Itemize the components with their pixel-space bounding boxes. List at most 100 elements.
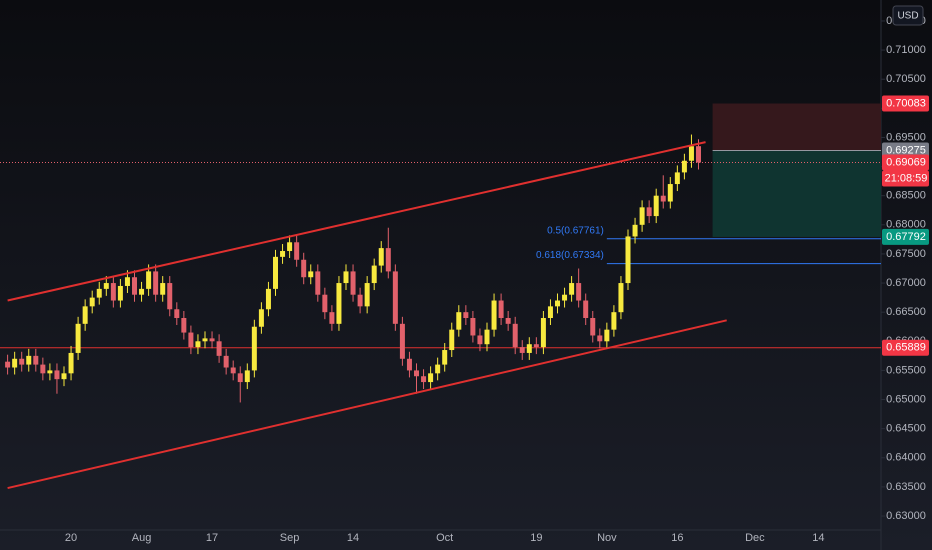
trend-line [7, 319, 727, 490]
candle-body [315, 271, 321, 295]
candle-body [569, 283, 575, 295]
y-tick-label: 0.65500 [886, 364, 926, 376]
candle-body [371, 265, 377, 284]
candle-body [82, 306, 88, 324]
candle-body [117, 285, 123, 301]
currency-label: USD [897, 11, 918, 22]
trend-line [7, 141, 706, 302]
candle-body [674, 172, 680, 185]
candle-body [265, 288, 271, 310]
currency-button[interactable] [892, 5, 924, 26]
candle-body [625, 236, 631, 284]
price-label: 0.69069 [886, 156, 926, 168]
candle-body [449, 329, 455, 351]
candle-body [604, 329, 610, 342]
candle-body [463, 312, 469, 318]
price-label: 0.65889 [886, 342, 926, 354]
candle-body [681, 160, 687, 173]
candle-body [75, 323, 81, 353]
y-tick-label: 0.71000 [886, 44, 926, 56]
candle-body [576, 283, 582, 301]
candle-body [639, 207, 645, 225]
candle-body [181, 318, 187, 333]
candle-body [667, 184, 673, 202]
fib-label: 0.5(0.67761) [547, 225, 604, 236]
candle-body [653, 195, 659, 217]
candle-body [251, 326, 257, 371]
candle-body [322, 294, 328, 313]
price-label-box [882, 154, 929, 171]
candle-body [555, 300, 560, 307]
candle-body [160, 283, 166, 295]
candle-body [329, 312, 335, 324]
candle-body [540, 318, 546, 348]
candle-body [350, 271, 356, 295]
candle-body [562, 294, 568, 301]
candle-body [512, 323, 518, 348]
price-label: 0.70083 [886, 97, 926, 109]
candle-body [406, 358, 412, 371]
candle-body [696, 146, 701, 163]
candle-body [209, 338, 215, 342]
x-tick-label: Nov [597, 532, 617, 544]
y-tick-label: 0.63500 [886, 481, 926, 493]
y-tick-label: 0.68500 [886, 190, 926, 202]
price-label: 0.69275 [886, 144, 926, 156]
candle-body [124, 277, 130, 286]
candle-body [392, 271, 398, 324]
candle-body [336, 283, 342, 324]
candle-body [167, 283, 173, 310]
candle-body [632, 224, 638, 237]
x-tick-label: Sep [280, 532, 300, 544]
candle-body [399, 323, 405, 359]
candle-body [61, 373, 67, 380]
y-tick-label: 0.70500 [886, 73, 926, 85]
candle-body [19, 358, 25, 365]
price-label: 0.67792 [886, 231, 926, 243]
candle-body [12, 358, 18, 368]
candle-body [477, 335, 483, 345]
candle-body [33, 355, 39, 365]
x-tick-label: 20 [65, 532, 77, 544]
candle-body [414, 370, 419, 377]
candle-body [47, 370, 53, 374]
candle-body [139, 288, 145, 295]
y-tick-label: 0.64000 [886, 452, 926, 464]
candle-body [470, 318, 476, 336]
candle-body [89, 297, 95, 307]
candle-body [294, 242, 300, 260]
candle-body [195, 341, 201, 348]
candle-body [54, 370, 60, 380]
candle-body [237, 373, 243, 383]
candle-body [357, 294, 363, 307]
candle-body [456, 312, 462, 330]
price-label-box [882, 95, 929, 112]
candle-body [280, 251, 286, 257]
fib-label: 0.618(0.67334) [536, 250, 604, 261]
y-tick-label: 0.64500 [886, 423, 926, 435]
candle-body [308, 271, 314, 278]
y-tick-label: 0.63000 [886, 510, 926, 522]
candle-body [132, 277, 137, 295]
countdown: 21:08:59 [885, 172, 928, 184]
candle-body [547, 306, 553, 318]
x-tick-label: 19 [530, 532, 542, 544]
candle-body [442, 350, 448, 365]
candle-body [364, 283, 370, 307]
candle-body [688, 146, 694, 161]
candle-body [188, 332, 194, 348]
candle-body [216, 341, 222, 356]
candle-body [103, 283, 109, 289]
candle-body [421, 376, 427, 383]
x-tick-label: 16 [671, 532, 683, 544]
y-tick-label: 0.68000 [886, 219, 926, 231]
candle-body [287, 242, 293, 252]
candle-body [583, 300, 589, 318]
candle-body [491, 300, 497, 330]
candle-body [343, 271, 349, 284]
candle-body [646, 207, 652, 217]
candle-body [618, 283, 624, 313]
candle-body [505, 318, 511, 324]
